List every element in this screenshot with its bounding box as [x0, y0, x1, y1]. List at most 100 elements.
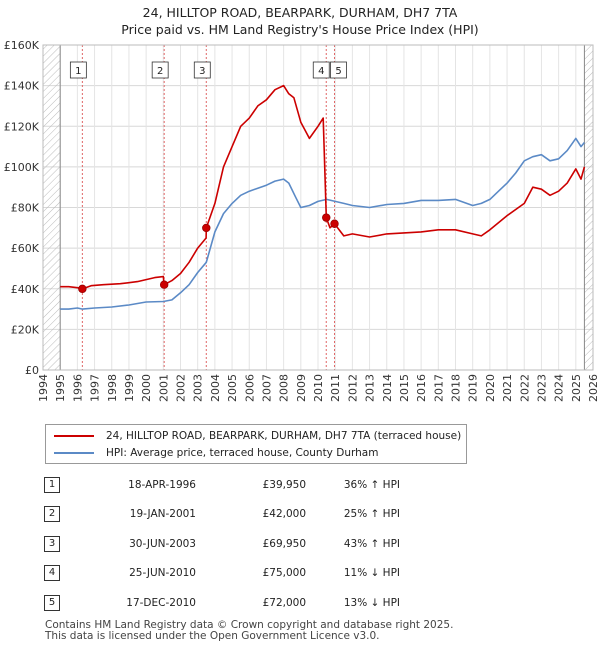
sale-label-text: 5: [335, 66, 341, 77]
sale-num: 2: [40, 500, 88, 530]
series-lines: [60, 84, 586, 310]
sale-num-value: 4: [44, 565, 60, 582]
sale-label-rect: [151, 61, 169, 79]
x-tick-label: 2017: [432, 374, 445, 402]
sale-num-value: 3: [44, 535, 60, 552]
sale-hpi-value: 36% ↑ HPI: [343, 478, 400, 491]
legend-item-property: 24, HILLTOP ROAD, BEARPARK, DURHAM, DH7 …: [54, 428, 461, 444]
legend-property-label: 24, HILLTOP ROAD, BEARPARK, DURHAM, DH7 …: [106, 430, 462, 442]
sale-label-rect: [330, 61, 347, 79]
y-tick-label: £60K: [11, 242, 40, 255]
x-axis: 1994 1995 1996 1997 1998 1999 2000 2001 2002 2003…: [37, 44, 600, 402]
x-tick-label: 2022: [518, 374, 531, 402]
sale-price-value: £69,950: [262, 537, 306, 550]
sale-price: £39,950: [196, 470, 306, 500]
sale-point: [330, 219, 339, 228]
sale-row: 4 25-JUN-2010 £75,000 11% ↓ HPI: [40, 559, 400, 589]
legend: 24, HILLTOP ROAD, BEARPARK, DURHAM, DH7 …: [45, 424, 467, 464]
sale-date: 19-JAN-2001: [88, 500, 196, 530]
sale-point: [322, 213, 331, 222]
x-tick-label: 2007: [260, 374, 273, 402]
x-tick-label: 2009: [295, 374, 308, 402]
sale-date-value: 30-JUN-2003: [129, 537, 196, 550]
grid: [42, 44, 594, 371]
sale-date: 18-APR-1996: [88, 470, 196, 500]
sale-hpi-value: 11% ↓ HPI: [343, 567, 400, 580]
sale-label-text: 4: [318, 66, 324, 77]
x-tick-label: 2016: [415, 374, 428, 402]
sale-label-box: 4: [312, 61, 330, 79]
sale-num-value: 5: [44, 594, 60, 611]
plot-border: [42, 44, 594, 371]
sale-points: [78, 213, 339, 294]
x-tick-label: 2004: [209, 374, 222, 402]
sale-date: 30-JUN-2003: [88, 529, 196, 559]
sale-num-value: 1: [44, 476, 60, 493]
x-tick-label: 1996: [71, 374, 84, 402]
sale-price: £42,000: [196, 500, 306, 530]
sale-hpi: 25% ↑ HPI: [306, 500, 400, 530]
sale-label-box: 3: [193, 61, 211, 79]
hatch-after-data: [584, 45, 593, 370]
sale-date: 17-DEC-2010: [88, 588, 196, 618]
x-tick-label: 2026: [587, 374, 600, 402]
sale-label-rect: [312, 61, 330, 79]
x-tick-label: 2001: [157, 374, 170, 402]
sale-row: 3 30-JUN-2003 £69,950 43% ↑ HPI: [40, 529, 400, 559]
sale-point: [159, 280, 169, 289]
legend-item-hpi: HPI: Average price, terraced house, Coun…: [54, 445, 378, 461]
legend-hpi-label: HPI: Average price, terraced house, Coun…: [106, 447, 379, 459]
y-axis: £0 £20K £40K £60K £80K £100K £120K £140K £160K: [4, 39, 40, 377]
chart-title: 24, HILLTOP ROAD, BEARPARK, DURHAM, DH7 …: [0, 4, 600, 38]
x-tick-label: 1995: [54, 374, 67, 402]
sale-num: 3: [40, 529, 88, 559]
sale-date-value: 18-APR-1996: [128, 478, 196, 491]
y-tick-label: £40K: [11, 283, 40, 296]
chart-title-line2: Price paid vs. HM Land Registry's House …: [121, 22, 479, 37]
sale-date-value: 25-JUN-2010: [129, 567, 196, 580]
sale-price-value: £72,000: [262, 596, 306, 609]
sale-hpi-value: 25% ↑ HPI: [343, 508, 400, 521]
sale-label-text: 3: [199, 66, 205, 77]
x-tick-label: 2012: [346, 374, 359, 402]
x-tick-label: 2013: [364, 374, 377, 402]
sale-price: £72,000: [196, 588, 306, 618]
sale-label-box: 2: [151, 61, 169, 79]
sale-row: 5 17-DEC-2010 £72,000 13% ↓ HPI: [40, 588, 400, 618]
hatch-before-data: [43, 45, 61, 370]
x-tick-label: 2025: [570, 374, 583, 402]
sale-hpi: 11% ↓ HPI: [306, 559, 400, 589]
sale-num: 4: [40, 559, 88, 589]
sale-price-value: £75,000: [262, 567, 306, 580]
x-tick-label: 2008: [278, 374, 291, 402]
sale-num: 5: [40, 588, 88, 618]
x-tick-label: 2018: [450, 374, 463, 402]
x-tick-label: 2005: [226, 374, 239, 402]
x-tick-label: 2024: [553, 374, 566, 402]
sale-point: [78, 284, 87, 294]
sale-row: 1 18-APR-1996 £39,950 36% ↑ HPI: [40, 470, 400, 500]
hpi-line: [60, 137, 586, 310]
x-tick-label: 2006: [243, 374, 256, 402]
sale-price: £75,000: [196, 559, 306, 589]
x-tick-label: 1998: [106, 374, 119, 402]
y-tick-label: £120K: [4, 120, 40, 133]
sale-date-value: 19-JAN-2001: [129, 508, 196, 521]
sale-num-value: 2: [44, 506, 60, 523]
footer-line1: Contains HM Land Registry data © Crown c…: [45, 619, 454, 631]
y-tick-label: £140K: [4, 80, 40, 93]
x-tick-label: 2021: [501, 374, 514, 402]
x-tick-label: 2011: [329, 374, 342, 402]
x-tick-label: 1999: [123, 374, 136, 402]
sale-price: £69,950: [196, 529, 306, 559]
y-tick-label: £80K: [11, 202, 40, 215]
sale-hpi: 36% ↑ HPI: [306, 470, 400, 500]
x-tick-label: 1997: [89, 374, 102, 402]
sale-num: 1: [40, 470, 88, 500]
sale-date-value: 17-DEC-2010: [126, 596, 196, 609]
sale-hpi: 13% ↓ HPI: [306, 588, 400, 618]
x-tick-label: 2019: [467, 374, 480, 402]
x-tick-label: 2014: [381, 374, 394, 402]
